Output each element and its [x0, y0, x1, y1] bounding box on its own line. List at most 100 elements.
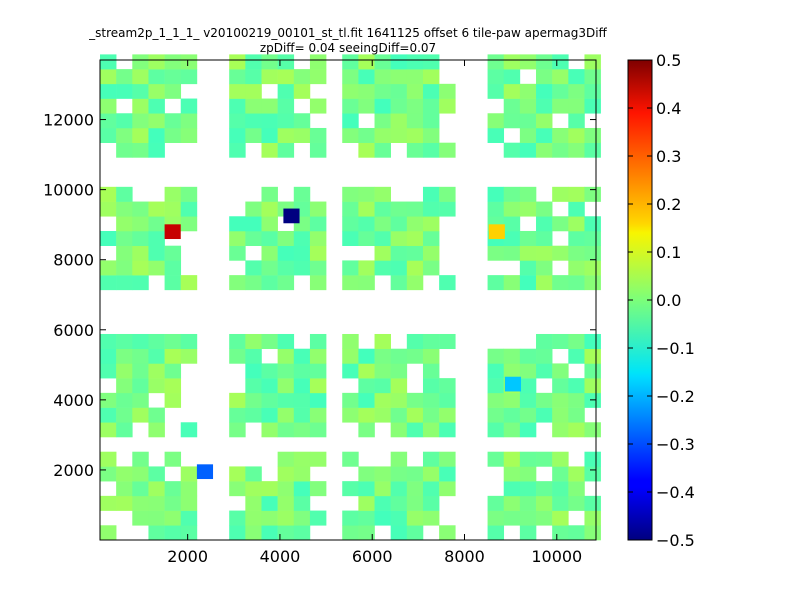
heatmap-cell — [342, 216, 359, 232]
heatmap-cell — [277, 363, 295, 379]
heatmap-cell — [358, 186, 375, 202]
heatmap-cell — [374, 216, 391, 232]
heatmap-cell — [342, 275, 359, 291]
heatmap-cell — [148, 407, 165, 423]
heatmap-cell — [180, 98, 198, 114]
heatmap-cell — [358, 230, 375, 246]
heatmap-cell — [293, 83, 311, 99]
heatmap-cell — [503, 113, 521, 129]
heatmap-cell — [536, 510, 553, 526]
heatmap-cell — [503, 495, 521, 511]
heatmap-cell — [439, 98, 456, 114]
heatmap-cell — [148, 113, 165, 129]
heatmap-cell — [132, 510, 149, 526]
heatmap-cell — [536, 348, 553, 364]
heatmap-cell — [148, 98, 165, 114]
heatmap-cell — [164, 127, 182, 143]
heatmap-cell — [406, 230, 424, 246]
heatmap-cell — [245, 378, 262, 394]
heatmap-cell — [148, 69, 165, 85]
heatmap-cell — [406, 142, 424, 158]
heatmap-cell — [439, 451, 456, 467]
heatmap-cell — [148, 245, 165, 261]
heatmap-cell — [164, 186, 182, 202]
heatmap-cell — [552, 422, 569, 438]
heatmap-cell — [374, 363, 391, 379]
heatmap-cell — [245, 466, 262, 482]
heatmap-cell — [180, 216, 198, 232]
heatmap-cell — [132, 451, 149, 467]
heatmap-cell — [277, 407, 295, 423]
heatmap-cell — [229, 230, 246, 246]
heatmap-cell — [584, 378, 601, 394]
heatmap-cell — [552, 186, 569, 202]
heatmap-cell — [309, 127, 327, 143]
heatmap-cell — [519, 451, 537, 467]
heatmap-cell — [390, 392, 408, 408]
heatmap-cell — [584, 333, 601, 350]
heatmap-cell — [116, 69, 133, 85]
heatmap-cell — [164, 54, 182, 70]
heatmap-cell — [552, 69, 569, 85]
heatmap-cell — [536, 392, 553, 408]
heatmap-cell — [293, 466, 311, 482]
heatmap-cell — [342, 510, 359, 526]
heatmap-cell — [374, 83, 391, 99]
heatmap-cell — [164, 69, 182, 85]
heatmap-cell — [229, 275, 246, 291]
heatmap-cell — [245, 260, 262, 276]
heatmap-cell — [439, 186, 456, 202]
heatmap-cell — [584, 348, 601, 364]
heatmap-cell — [164, 363, 182, 379]
heatmap-cell — [261, 127, 278, 143]
colorbar-tick-label: 0.4 — [656, 99, 681, 118]
heatmap-cell — [439, 392, 456, 408]
chart-subtitle: zpDiff= 0.04 seeingDiff=0.07 — [260, 41, 436, 55]
heatmap-cell — [277, 54, 295, 70]
heatmap-cell — [568, 392, 585, 408]
heatmap-cell — [132, 333, 149, 350]
heatmap-cell — [229, 481, 246, 497]
heatmap-cell — [342, 186, 359, 202]
heatmap-cell — [116, 186, 133, 202]
heatmap-cell — [148, 525, 165, 541]
heatmap-cell — [422, 348, 440, 364]
heatmap-cell — [487, 451, 505, 467]
heatmap-cell — [519, 407, 537, 423]
heatmap-cell — [422, 407, 440, 423]
heatmap-cell — [180, 333, 198, 350]
heatmap-cell — [390, 98, 408, 114]
heatmap-cell — [116, 142, 133, 158]
heatmap-cell — [422, 113, 440, 129]
heatmap-cell — [245, 83, 262, 99]
colorbar-tick-label: −0.1 — [656, 339, 695, 358]
heatmap-cell — [568, 466, 585, 482]
heatmap-cell — [358, 54, 375, 70]
heatmap-cell — [277, 451, 295, 467]
heatmap-cell — [132, 392, 149, 408]
heatmap-cell — [487, 83, 505, 99]
heatmap-cell — [422, 69, 440, 85]
heatmap-cell — [342, 260, 359, 276]
heatmap-cell — [277, 113, 295, 129]
colorbar-ticks: 0.5 0.4 0.3 0.2 0.1 0.0 −0.1 −0.2 −0.3 −0.4 −0.5 — [628, 51, 695, 550]
heatmap-cell — [261, 98, 278, 114]
heatmap-cell — [358, 378, 375, 394]
heatmap-cell — [439, 142, 456, 158]
heatmap-cell — [503, 83, 521, 99]
heatmap-cell — [164, 113, 182, 129]
heatmap-cell — [309, 216, 327, 232]
heatmap-cell — [568, 113, 585, 129]
heatmap-cell — [422, 495, 440, 511]
heatmap-cell — [390, 481, 408, 497]
y-tick-label: 12000 — [43, 111, 94, 130]
heatmap-cell — [148, 201, 165, 217]
heatmap-cell — [439, 466, 456, 482]
heatmap-cell — [406, 422, 424, 438]
heatmap-cell — [116, 348, 133, 364]
heatmap-cell — [487, 495, 505, 511]
heatmap-cell — [245, 348, 262, 364]
heatmap-cell — [568, 127, 585, 143]
heatmap-cell — [390, 275, 408, 291]
heatmap-cell — [164, 333, 182, 350]
